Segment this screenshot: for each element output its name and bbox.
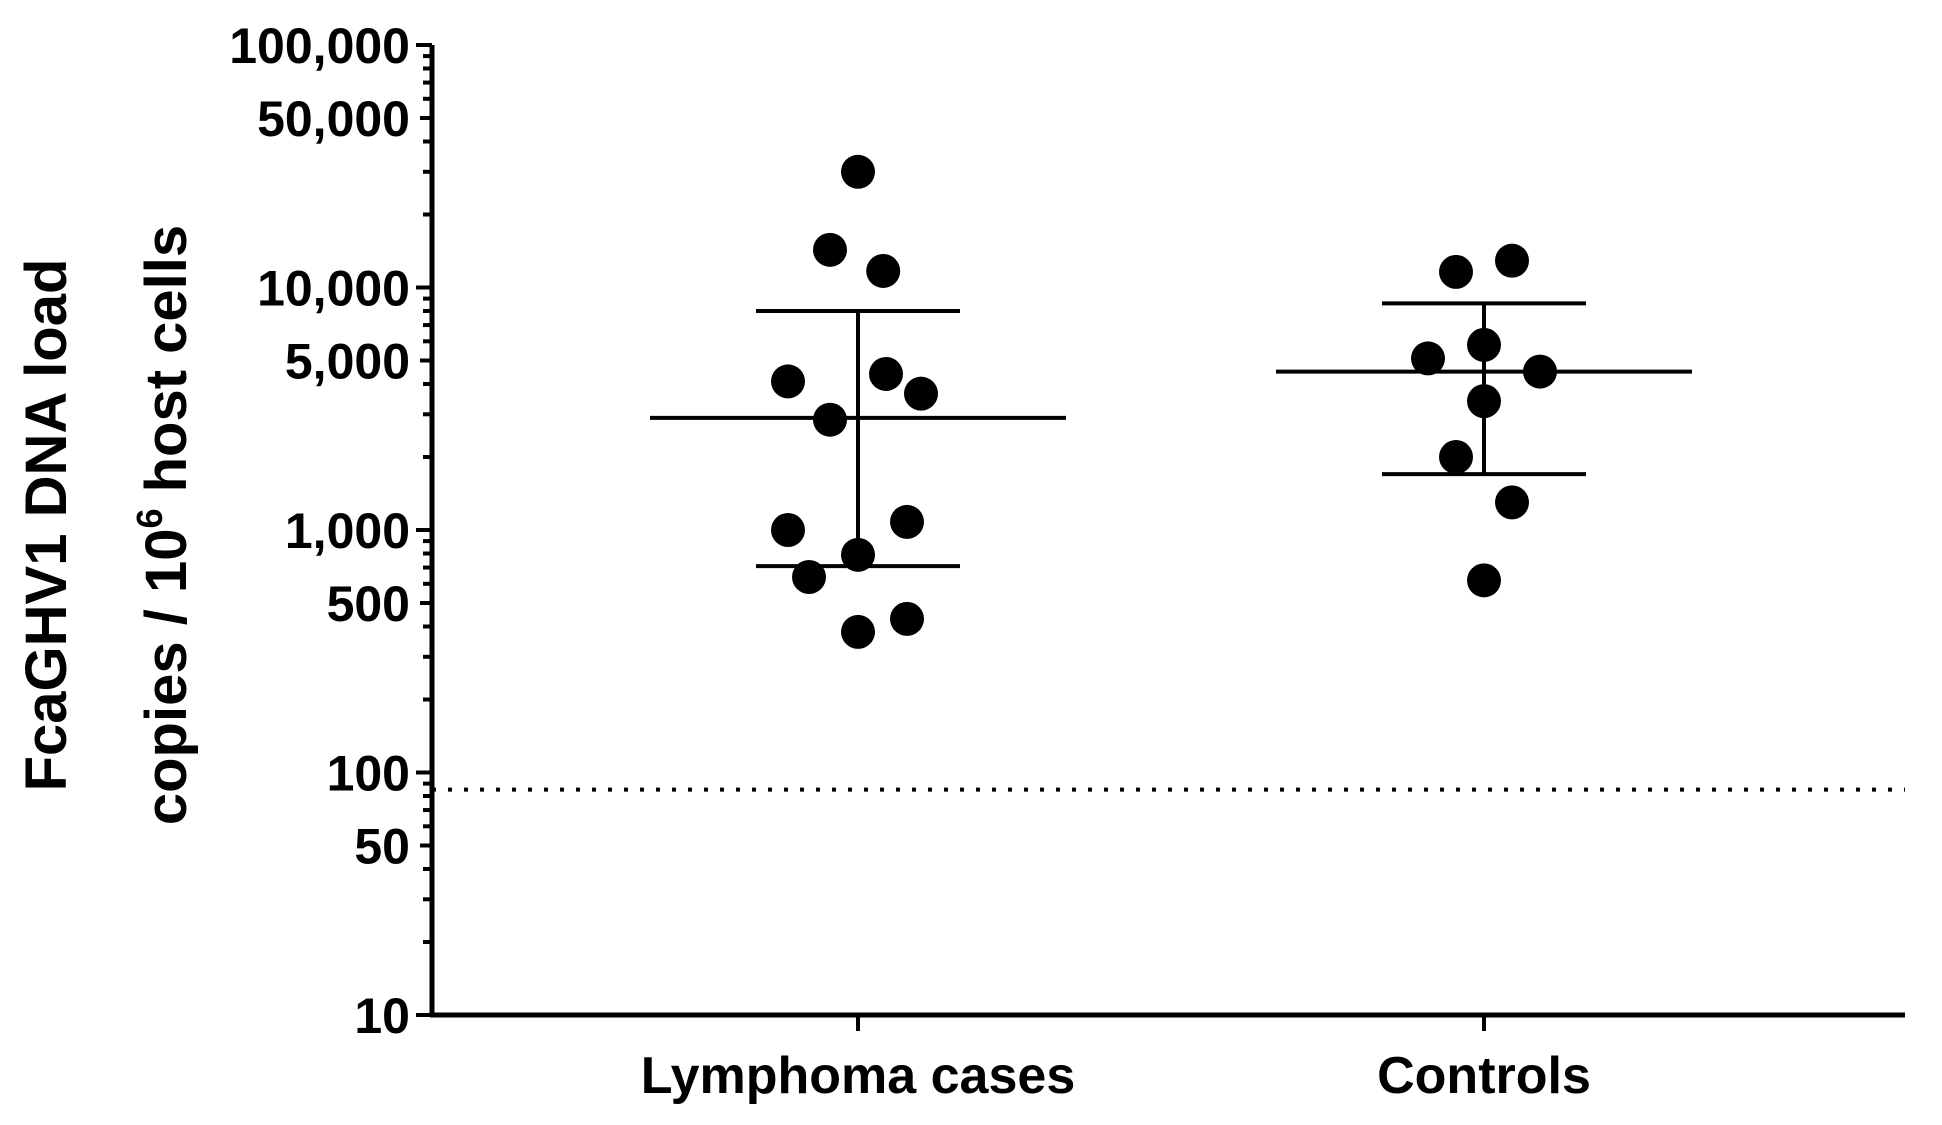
y-tick-label: 1,000 [285,503,410,559]
y-axis-label-line1: FcaGHV1 DNA load [14,259,79,792]
data-point [890,504,924,539]
data-point [841,154,875,189]
data-point [771,364,805,399]
data-point [904,376,938,411]
y-ticks: 100,000 50,000 10,000 5,000 1,000 500 100 50 10 [229,18,432,1044]
x-tick-label: Lymphoma cases [641,1047,1075,1105]
x-ticks: Lymphoma cases Controls [641,1015,1591,1105]
y-tick-label: 50,000 [257,91,410,147]
data-point [1495,243,1529,278]
data-point [813,232,847,267]
y-tick-label: 100,000 [229,18,410,74]
data-point [1523,354,1557,389]
data-point [1467,384,1501,419]
y-tick-label: 500 [327,576,410,632]
data-points [771,154,1557,649]
data-point [869,356,903,391]
data-point [771,513,805,547]
data-point [1439,254,1473,289]
y-tick-label: 10,000 [257,261,410,317]
data-point [1411,341,1445,376]
data-point [1467,327,1501,362]
axes [429,45,1905,1018]
y-tick-label: 10 [354,988,410,1044]
y-axis-label: FcaGHV1 DNA load copies / 106 host cells [14,225,199,825]
y-tick-label: 100 [327,746,410,802]
x-tick-label: Controls [1377,1047,1591,1105]
error-bars [650,301,1692,569]
data-point [1439,440,1473,475]
data-point [1467,563,1501,598]
data-point [841,537,875,572]
data-point [866,253,901,288]
data-point [1495,485,1529,520]
y-tick-label: 5,000 [285,333,410,389]
y-axis-label-line2: copies / 106 host cells [129,225,199,825]
data-point [792,560,826,595]
data-point [813,402,847,437]
data-point [890,601,924,636]
data-point [841,614,875,649]
y-tick-label: 50 [354,818,410,874]
